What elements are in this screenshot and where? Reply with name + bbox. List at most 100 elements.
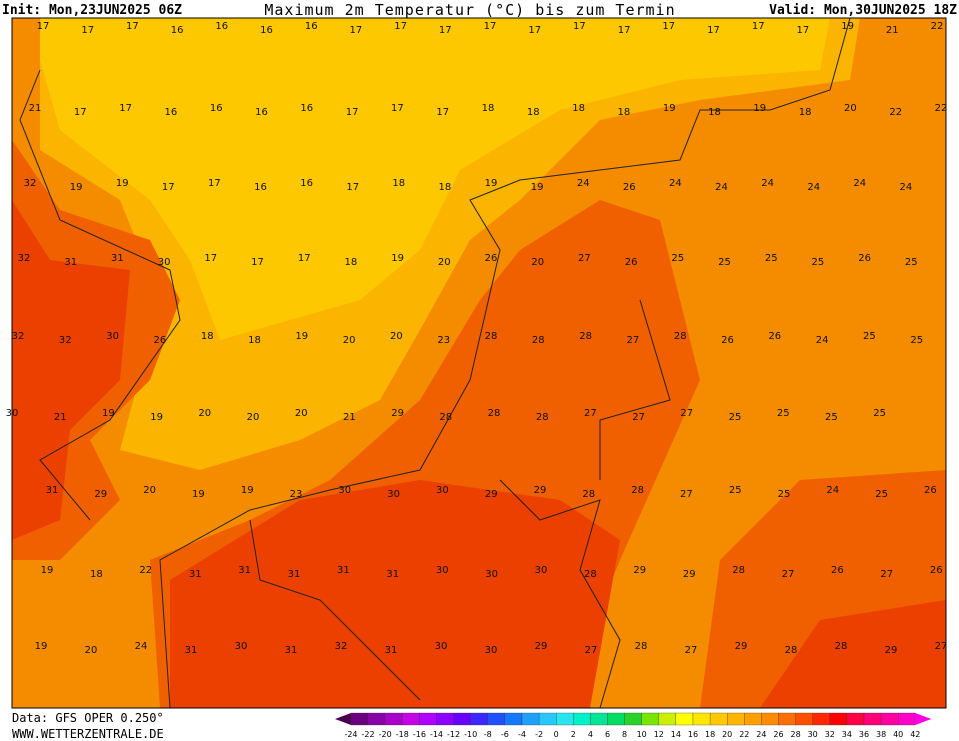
temperature-value: 18 (248, 335, 261, 346)
temperature-value: 17 (752, 21, 765, 32)
temperature-value: 25 (812, 257, 825, 268)
temperature-field (12, 18, 946, 708)
temperature-value: 17 (298, 253, 311, 264)
temperature-value: 17 (573, 21, 586, 32)
colorbar-swatch (727, 712, 745, 726)
field-hot-centre (170, 480, 620, 708)
colorbar-swatch (812, 712, 830, 726)
temperature-value: 17 (662, 21, 675, 32)
temperature-value: 17 (528, 25, 541, 36)
temperature-value: 25 (777, 408, 790, 419)
colorbar-swatch (487, 712, 506, 726)
colorbar-label: 26 (773, 730, 783, 739)
colorbar-label: 40 (893, 730, 903, 739)
temperature-value: 16 (300, 103, 313, 114)
temperature-value: 24 (577, 178, 590, 189)
temperature-value: 19 (35, 641, 48, 652)
temperature-value: 16 (255, 107, 268, 118)
temperature-value: 19 (295, 331, 308, 342)
temperature-value: 17 (797, 25, 810, 36)
colorbar-end (915, 713, 932, 725)
temperature-value: 30 (106, 331, 119, 342)
temperature-value: 27 (584, 408, 597, 419)
temperature-value: 28 (732, 565, 745, 576)
temperature-value: 19 (116, 178, 129, 189)
field-hot-east (760, 600, 946, 708)
temperature-value: 25 (825, 412, 838, 423)
temperature-value: 26 (768, 331, 781, 342)
borders (249, 299, 671, 708)
temperature-value: 30 (435, 641, 448, 652)
colorbar-label: -16 (413, 730, 426, 739)
colorbar-label: -20 (379, 730, 392, 739)
colorbar-end (335, 713, 351, 725)
temperature-value: 18 (799, 107, 812, 118)
colorbar-label: 12 (654, 730, 664, 739)
temperature-value: 29 (534, 485, 547, 496)
colorbar-swatch (641, 712, 659, 726)
temperature-value: 26 (924, 485, 937, 496)
temperature-value: 16 (165, 107, 178, 118)
temperature-value: 17 (391, 103, 404, 114)
temperature-value: 31 (185, 645, 198, 656)
temperature-value: 17 (346, 107, 359, 118)
colorbar-swatch (367, 712, 386, 726)
temperature-value: 28 (674, 331, 687, 342)
temperature-value: 27 (782, 569, 795, 580)
temperature-value: 20 (844, 103, 857, 114)
temperature-value: 31 (46, 485, 59, 496)
temperature-value: 21 (886, 25, 899, 36)
colorbar-swatch (504, 712, 523, 726)
temperature-value: 25 (729, 412, 742, 423)
temperature-value: 24 (715, 182, 728, 193)
colorbar-swatch (795, 712, 813, 726)
temperature-value: 19 (102, 408, 115, 419)
map-frame (11, 17, 947, 709)
colorbar-label: 14 (671, 730, 681, 739)
temperature-value: 32 (18, 253, 31, 264)
temperature-value: 18 (392, 178, 405, 189)
temperature-value: 27 (680, 489, 693, 500)
temperature-value: 22 (889, 107, 902, 118)
colorbar-swatch (590, 712, 608, 726)
colorbar-label: 16 (688, 730, 698, 739)
temperature-value: 17 (394, 21, 407, 32)
temperature-value: 17 (126, 21, 139, 32)
temperature-value: 30 (235, 641, 248, 652)
temperature-value: 20 (247, 412, 260, 423)
temperature-value: 29 (683, 569, 696, 580)
colorbar-label: -4 (518, 730, 526, 739)
temperature-value: 25 (873, 408, 886, 419)
temperature-value: 17 (162, 182, 175, 193)
temperature-value: 26 (831, 565, 844, 576)
temperature-value: 24 (669, 178, 682, 189)
temperature-value: 17 (618, 25, 631, 36)
temperature-value: 28 (439, 412, 452, 423)
temperature-value: 28 (584, 569, 597, 580)
colorbar-swatch (419, 712, 437, 726)
temperature-value: 20 (85, 645, 98, 656)
temperature-value: 30 (6, 408, 19, 419)
temperature-value: 16 (210, 103, 223, 114)
temperature-value: 18 (482, 103, 495, 114)
field-cool (40, 18, 830, 340)
temperature-value: 25 (778, 489, 791, 500)
colorbar-swatch (880, 712, 899, 726)
temperature-value: 26 (858, 253, 871, 264)
colorbar-label: 36 (859, 730, 869, 739)
colorbar-label: 42 (910, 730, 920, 739)
temperature-value: 24 (826, 485, 839, 496)
temperature-value: 25 (863, 331, 876, 342)
temperature-value: 28 (485, 331, 498, 342)
coastline (159, 18, 851, 708)
temperature-value: 25 (765, 253, 778, 264)
colorbar-swatch (829, 712, 848, 726)
colorbar-label: 28 (791, 730, 801, 739)
temperature-value: 16 (215, 21, 228, 32)
temperature-value: 29 (94, 489, 107, 500)
temperature-value: 27 (632, 412, 645, 423)
colorbar-swatch (385, 712, 403, 726)
colorbar-label: -22 (362, 730, 375, 739)
